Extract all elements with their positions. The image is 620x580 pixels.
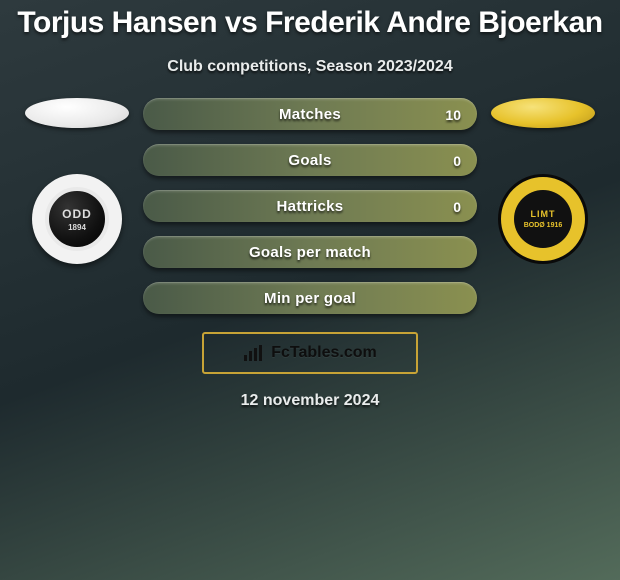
stat-bar-label: Min per goal xyxy=(264,290,356,307)
odd-badge-inner: ODD 1894 xyxy=(45,187,109,251)
brand-text: FcTables.com xyxy=(271,344,377,362)
stats-stage: ODD 1894 Matches10Goals0Hattricks0Goals … xyxy=(0,98,620,314)
glimt-top-text: LIMT xyxy=(531,209,556,219)
odd-badge-text: ODD xyxy=(62,207,92,221)
stat-bar-value: 10 xyxy=(445,107,461,123)
stat-bar-label: Goals xyxy=(288,152,331,169)
right-club-badge: LIMT BODØ 1916 xyxy=(498,174,588,264)
odd-badge-year: 1894 xyxy=(68,223,86,232)
left-club-badge: ODD 1894 xyxy=(32,174,122,264)
brand-box: FcTables.com xyxy=(202,332,418,374)
stat-bar: Matches 10 xyxy=(143,98,477,130)
left-player-ellipse xyxy=(25,98,129,128)
stat-bar-value: 0 xyxy=(453,199,461,215)
stat-bar: Goals per match xyxy=(143,236,477,268)
right-player-ellipse xyxy=(491,98,595,128)
comparison-title: Torjus Hansen vs Frederik Andre Bjoerkan xyxy=(0,0,620,40)
stat-bar-label: Hattricks xyxy=(277,198,344,215)
stat-bar: Goals 0 xyxy=(143,144,477,176)
glimt-outer: LIMT BODØ 1916 xyxy=(498,174,588,264)
snapshot-date: 12 november 2024 xyxy=(0,392,620,410)
subtitle: Club competitions, Season 2023/2024 xyxy=(0,58,620,76)
right-side: LIMT BODØ 1916 xyxy=(483,98,603,264)
stat-bar-value: 0 xyxy=(453,153,461,169)
stat-bar: Min per goal xyxy=(143,282,477,314)
stat-bar: Hattricks 0 xyxy=(143,190,477,222)
glimt-inner: LIMT BODØ 1916 xyxy=(514,190,572,248)
glimt-bot-text: BODØ 1916 xyxy=(524,222,563,229)
bars-icon xyxy=(243,344,265,362)
left-side: ODD 1894 xyxy=(17,98,137,264)
stat-bar-label: Matches xyxy=(279,106,341,123)
stat-bars: Matches 10 Goals 0 Hattricks 0 Goals per match… xyxy=(137,98,483,314)
stat-bar-label: Goals per match xyxy=(249,244,371,261)
